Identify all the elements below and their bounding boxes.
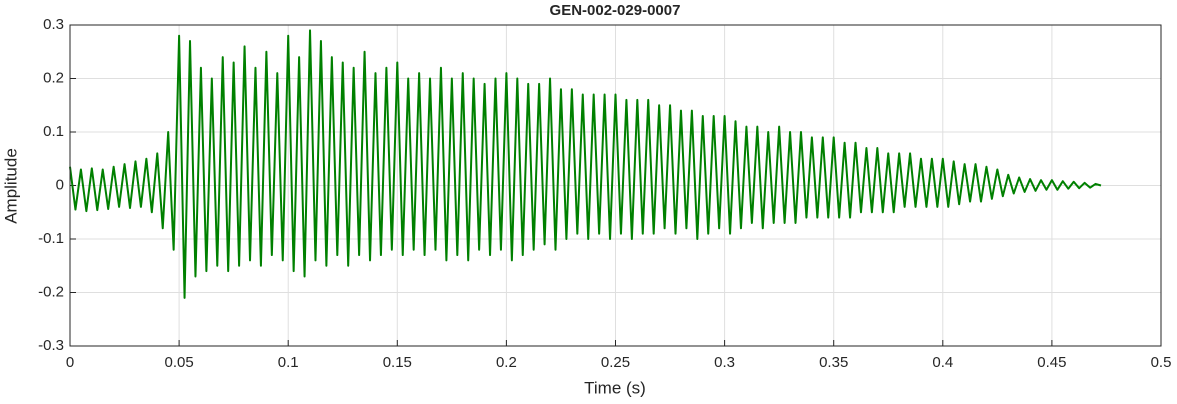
y-tick-label: -0.1 (38, 230, 64, 247)
x-tick-label: 0.05 (164, 354, 193, 371)
x-axis-label: Time (s) (584, 378, 646, 397)
plot-frame (69, 24, 1162, 347)
x-tick-label: 0.15 (383, 354, 412, 371)
x-tick-label: 0.45 (1037, 354, 1066, 371)
y-axis-label: Amplitude (1, 148, 20, 224)
y-tick-label: 0.3 (43, 16, 64, 33)
y-tick-label: 0 (56, 176, 64, 193)
chart-title: GEN-002-029-0007 (550, 2, 681, 19)
x-tick-label: 0.35 (819, 354, 848, 371)
y-tick-label: 0.2 (43, 69, 64, 86)
x-tick-label: 0.3 (714, 354, 735, 371)
x-tick-label: 0.1 (278, 354, 299, 371)
y-tick-label: 0.1 (43, 123, 64, 140)
y-tick-label: -0.2 (38, 283, 64, 300)
y-tick-label: -0.3 (38, 337, 64, 354)
x-tick-label: 0 (66, 354, 74, 371)
waveform-line (69, 29, 1102, 299)
x-tick-label: 0.25 (601, 354, 630, 371)
x-tick-label: 0.4 (932, 354, 953, 371)
x-tick-label: 0.2 (496, 354, 517, 371)
x-tick-label: 0.5 (1151, 354, 1172, 371)
